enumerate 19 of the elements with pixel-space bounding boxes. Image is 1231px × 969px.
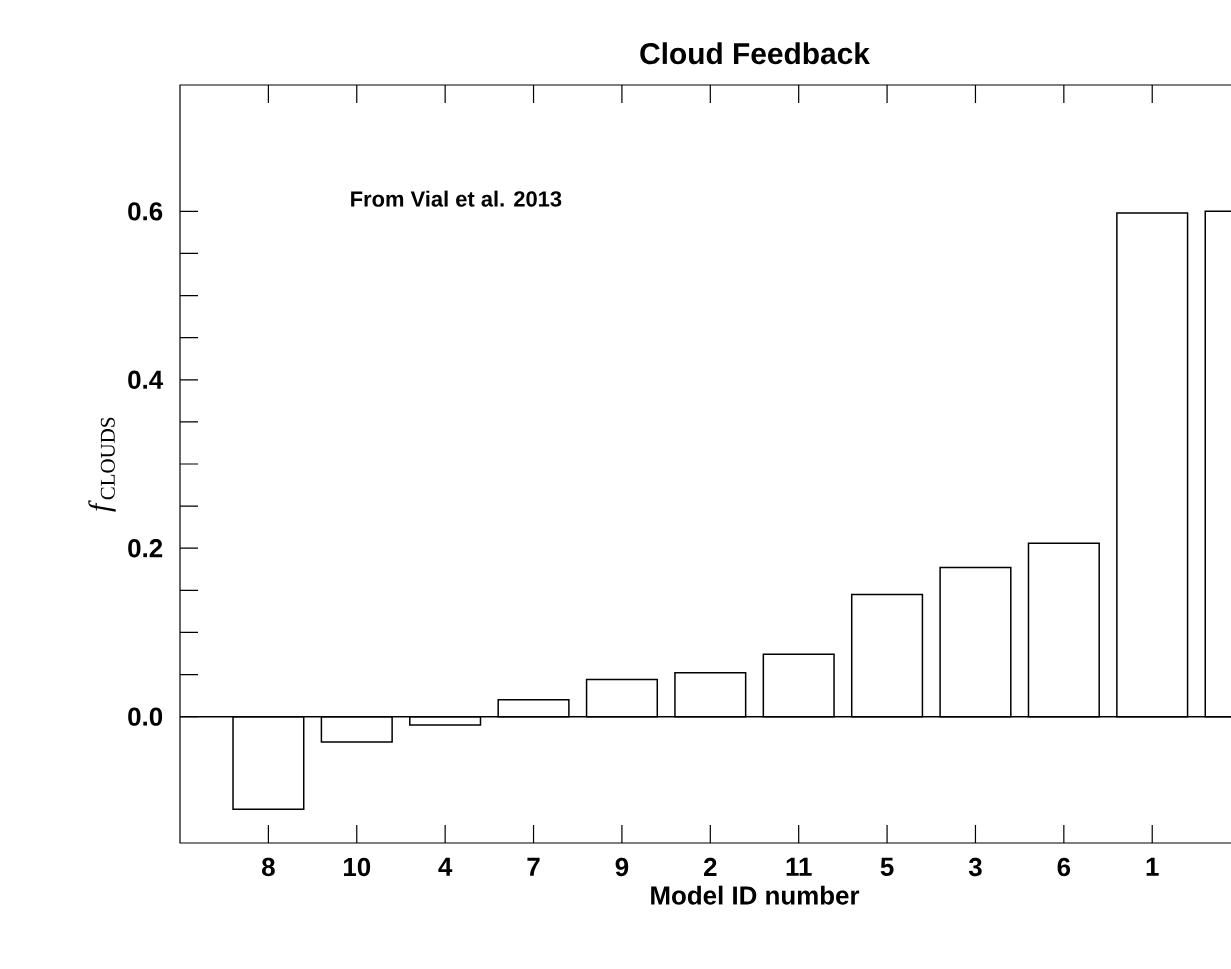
y-tick-label: 0.6 bbox=[128, 202, 163, 221]
y-axis-title: f$_{CLOUDS}$ bbox=[88, 417, 116, 512]
x-tick-label: 5 bbox=[880, 857, 894, 876]
x-tick-label: 1 bbox=[1146, 857, 1159, 876]
annotation: From Vial et al. 2013 bbox=[351, 190, 562, 207]
x-tick-label: 2 bbox=[703, 857, 717, 876]
x-tick-label: 8 bbox=[262, 857, 275, 877]
y-tick-label: 0.4 bbox=[128, 370, 164, 389]
y-tick-label: 0.2 bbox=[128, 539, 163, 558]
x-tick-label: 11 bbox=[786, 857, 812, 876]
chart-title: Cloud Feedback bbox=[640, 42, 870, 65]
x-tick-label: 4 bbox=[438, 857, 453, 876]
x-tick-label: 6 bbox=[1057, 857, 1071, 877]
x-tick-label: 10 bbox=[343, 857, 371, 877]
x-tick-label: 9 bbox=[615, 857, 629, 877]
x-axis-title: Model ID number bbox=[651, 885, 860, 905]
y-tick-label: 0.0 bbox=[128, 707, 163, 726]
x-tick-label: 7 bbox=[527, 857, 540, 876]
x-tick-label: 3 bbox=[968, 857, 982, 877]
